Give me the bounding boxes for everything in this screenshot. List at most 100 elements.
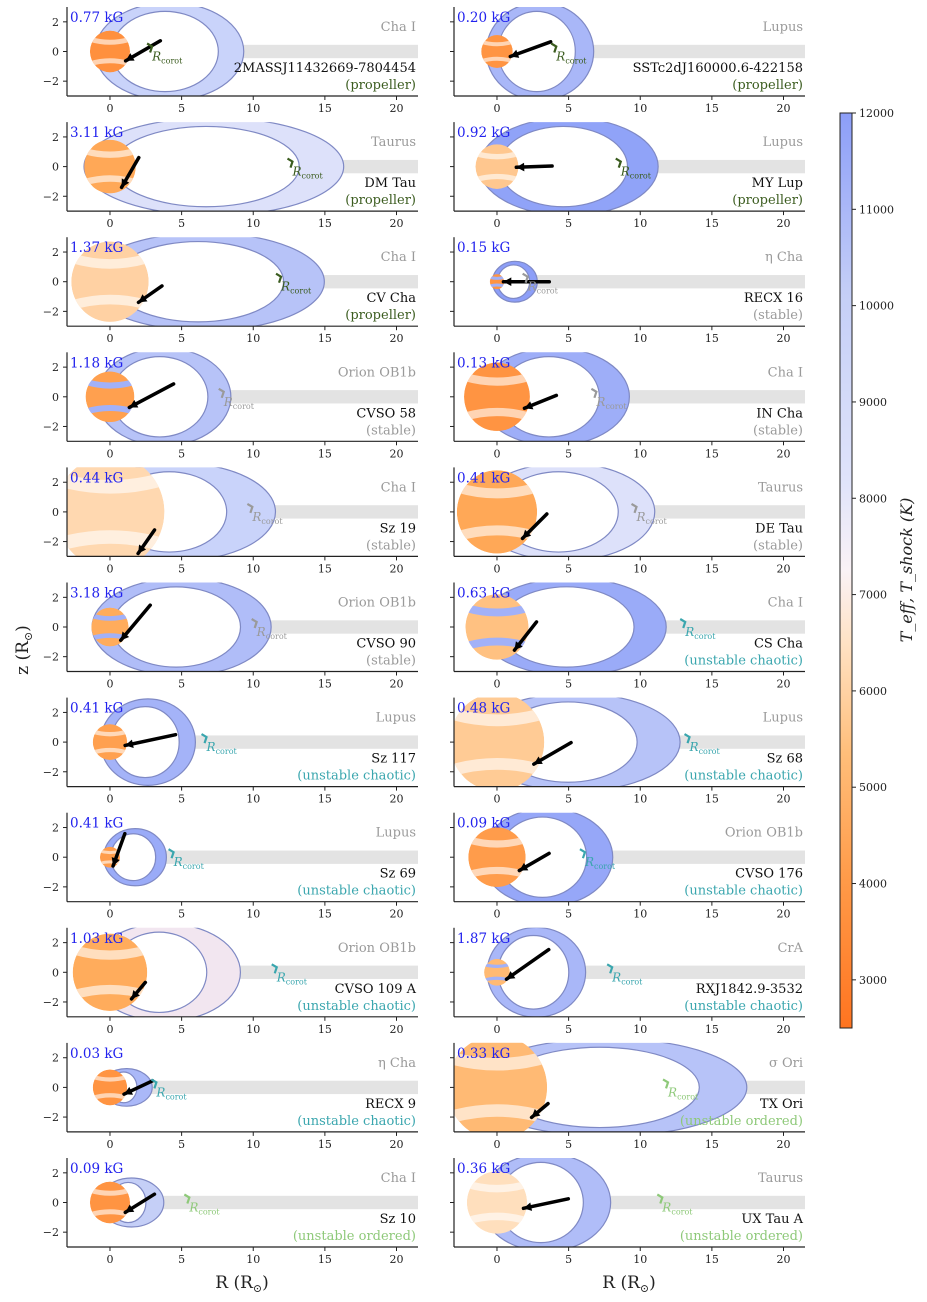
field-arrow-head xyxy=(516,162,525,172)
y-tick-label: 2 xyxy=(52,937,59,950)
x-tick-label: 5 xyxy=(178,1138,185,1151)
state-label: (unstable chaotic) xyxy=(684,769,803,784)
x-tick-label: 5 xyxy=(178,102,185,115)
y-tick-label: 0 xyxy=(52,966,59,979)
y-tick-label: −2 xyxy=(43,420,59,433)
star-name-label: DM Tau xyxy=(364,176,416,191)
star-name-label: 2MASSJ11432669-7804454 xyxy=(234,61,416,76)
corotation-label-sub: corot xyxy=(183,862,205,871)
x-tick-label: 10 xyxy=(246,447,260,460)
corotation-label-main: R xyxy=(620,165,630,179)
field-arrow-head xyxy=(111,857,120,866)
bfield-label: 1.37 kG xyxy=(70,240,123,256)
x-tick-label: 10 xyxy=(633,102,647,115)
disk xyxy=(582,44,805,59)
disk xyxy=(647,620,805,634)
corotation-label-main: R xyxy=(527,280,537,294)
y-tick-label: −2 xyxy=(43,651,59,664)
star-name-label: CVSO 176 xyxy=(735,867,803,882)
x-tick-label: 20 xyxy=(390,562,404,575)
magnetosphere xyxy=(478,352,630,442)
x-tick-label: 20 xyxy=(390,1023,404,1036)
x-tick-label: 15 xyxy=(705,908,719,921)
bfield-label: 1.18 kG xyxy=(70,355,123,371)
corotation-label: Rcorot xyxy=(661,1201,693,1217)
x-tick-label: 5 xyxy=(565,332,572,345)
x-tick-label: 0 xyxy=(106,678,113,691)
corotation-label-sub: corot xyxy=(594,862,616,871)
bfield-label: 0.92 kG xyxy=(457,125,510,141)
x-tick-label: 0 xyxy=(106,1253,113,1266)
y-tick-label: −2 xyxy=(43,75,59,88)
y-tick-label: 2 xyxy=(52,822,59,835)
x-tick-label: 15 xyxy=(318,908,332,921)
magnetosphere xyxy=(478,122,659,212)
x-tick-label: 20 xyxy=(777,1138,791,1151)
field-arrow-head xyxy=(120,631,130,641)
x-tick-label: 0 xyxy=(493,908,500,921)
y-axis-label-sub: ⊙ xyxy=(22,632,35,641)
region-label: η Cha xyxy=(765,250,803,265)
field-arrow-head xyxy=(533,756,543,765)
corotation-label: Rcorot xyxy=(620,165,652,181)
colorbar-label: T_eff, T_shock (K) xyxy=(897,498,916,643)
x-tick-label: 0 xyxy=(106,102,113,115)
x-tick-label: 0 xyxy=(493,447,500,460)
x-tick-label: 10 xyxy=(633,332,647,345)
panel-dm-tau: Rcorot 3.11 kG Taurus DM Tau (propeller) −2 0 2… xyxy=(43,122,418,230)
region-label: Cha I xyxy=(768,365,803,380)
bfield-label: 0.15 kG xyxy=(457,240,510,256)
corotation-marker xyxy=(522,272,529,284)
y-tick-label: 2 xyxy=(52,476,59,489)
x-tick-label: 20 xyxy=(390,332,404,345)
x-tick-label: 15 xyxy=(318,1138,332,1151)
colorbar-tick-label: 3000 xyxy=(859,974,887,987)
x-tick-label: 15 xyxy=(705,1023,719,1036)
corotation-label: Rcorot xyxy=(280,280,312,296)
panel-cs-cha: Rcorot 0.63 kG Cha I CS Cha (unstable chaoti… xyxy=(450,582,805,691)
magnetosphere xyxy=(480,1158,612,1247)
x-tick-label: 15 xyxy=(705,678,719,691)
x-tick-label: 5 xyxy=(178,332,185,345)
corotation-label-sub: corot xyxy=(286,977,308,986)
star-name-label: DE Tau xyxy=(755,521,803,536)
corotation-marker xyxy=(679,618,687,629)
x-tick-label: 20 xyxy=(777,332,791,345)
magnetosphere xyxy=(94,7,245,96)
y-tick-label: 2 xyxy=(52,1167,59,1180)
x-tick-label: 20 xyxy=(390,447,404,460)
x-tick-label: 15 xyxy=(318,562,332,575)
star xyxy=(89,1181,131,1224)
colorbar: 3000 4000 5000 6000 7000 8000 9000 10000 11000 12… xyxy=(839,107,916,1029)
region-label: Cha I xyxy=(381,480,416,495)
y-tick-label: 0 xyxy=(52,621,59,634)
region-label: Cha I xyxy=(381,250,416,265)
bfield-label: 0.20 kG xyxy=(457,10,510,26)
x-tick-label: 0 xyxy=(106,793,113,806)
star-band xyxy=(489,275,505,280)
panel-sz-10: Rcorot 0.09 kG Cha I Sz 10 (unstable ordered… xyxy=(43,1158,418,1266)
y-tick-label: −2 xyxy=(43,190,59,203)
corotation-label-sub: corot xyxy=(290,287,312,296)
disk xyxy=(246,505,418,519)
x-tick-label: 5 xyxy=(565,1023,572,1036)
y-tick-label: 0 xyxy=(52,391,59,404)
x-axis-label-right: R (R⊙) xyxy=(602,1273,656,1295)
corotation-label-main: R xyxy=(256,625,266,639)
corotation-label: Rcorot xyxy=(291,165,323,181)
corotation-label-sub: corot xyxy=(261,517,283,526)
corotation-label-sub: corot xyxy=(699,747,721,756)
x-axis-label-left-end: ) xyxy=(262,1273,269,1293)
x-tick-label: 10 xyxy=(246,1023,260,1036)
field-arrow-head xyxy=(514,641,523,651)
x-tick-label: 20 xyxy=(390,217,404,230)
bfield-label: 3.11 kG xyxy=(70,125,123,141)
state-label: (unstable chaotic) xyxy=(297,999,416,1014)
panel-cvso-90: Rcorot 3.18 kG Orion OB1b CVSO 90 (stable) −2… xyxy=(43,582,418,691)
corotation-marker xyxy=(183,1193,191,1204)
corotation-label: Rcorot xyxy=(251,510,283,526)
panel-recx-9: Rcorot 0.03 kG η Cha RECX 9 (unstable chaoti… xyxy=(43,1042,418,1151)
magnetosphere xyxy=(468,1042,748,1132)
disk xyxy=(300,275,418,289)
